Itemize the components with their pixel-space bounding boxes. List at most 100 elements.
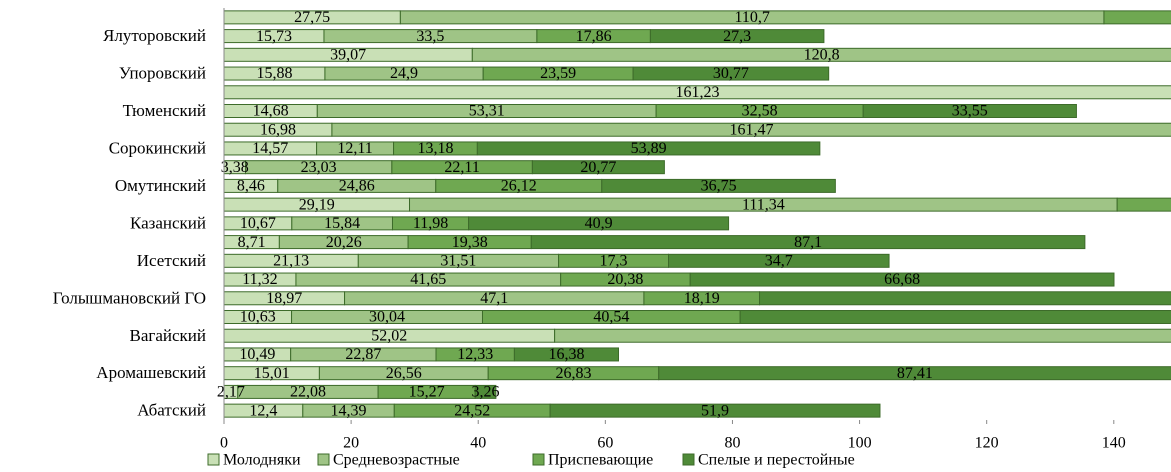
x-tick-label: 20 bbox=[343, 435, 359, 452]
data-label: 39,07 bbox=[330, 46, 366, 63]
data-label: 8,46 bbox=[237, 178, 265, 195]
data-label: 30,77 bbox=[713, 65, 749, 82]
data-label: 2,17 bbox=[217, 384, 245, 401]
legend-label: Молодняки bbox=[223, 452, 301, 469]
legend-swatch bbox=[682, 453, 695, 466]
y-tick-label: Сорокинский bbox=[109, 138, 206, 157]
y-tick-label: Тюменский bbox=[123, 101, 206, 120]
data-label: 3,38 bbox=[221, 159, 249, 176]
data-label: 36,75 bbox=[701, 178, 737, 195]
data-label: 10,49 bbox=[239, 346, 275, 363]
data-label: 15,73 bbox=[256, 28, 292, 45]
data-label: 40,9 bbox=[585, 215, 613, 232]
data-label: 53,31 bbox=[469, 103, 505, 120]
data-label: 21,13 bbox=[273, 252, 309, 269]
bar-segment bbox=[759, 291, 1171, 306]
data-label: 15,01 bbox=[254, 365, 290, 382]
data-label: 24,9 bbox=[390, 65, 418, 82]
data-label: 16,38 bbox=[548, 346, 584, 363]
data-label: 161,23 bbox=[676, 84, 720, 101]
data-label: 12,11 bbox=[337, 140, 372, 157]
data-label: 87,41 bbox=[897, 365, 933, 382]
data-label: 51,9 bbox=[701, 402, 729, 419]
data-label: 30,04 bbox=[369, 309, 405, 326]
bar-segment bbox=[649, 29, 825, 44]
y-tick-label: Вагайский bbox=[130, 326, 207, 345]
bar-segment bbox=[554, 328, 1171, 343]
x-tick-label: 100 bbox=[848, 435, 872, 452]
bar-segment bbox=[471, 47, 1171, 62]
legend-label: Приспевающие bbox=[548, 452, 653, 469]
data-label: 26,83 bbox=[555, 365, 591, 382]
data-label: 15,27 bbox=[409, 384, 445, 401]
bar-segment bbox=[668, 253, 890, 268]
data-label: 3,26 bbox=[472, 384, 500, 401]
data-label: 14,57 bbox=[252, 140, 288, 157]
bar-segment bbox=[513, 347, 619, 362]
bar-segment bbox=[331, 122, 1171, 137]
bar-segment bbox=[531, 160, 665, 175]
x-tick-label: 40 bbox=[470, 435, 486, 452]
data-label: 33,5 bbox=[416, 28, 444, 45]
bar-segment bbox=[474, 384, 497, 399]
legend-label: Средневозрастные bbox=[333, 452, 460, 469]
data-label: 110,7 bbox=[734, 9, 769, 26]
data-label: 24,52 bbox=[454, 402, 490, 419]
legend-swatch bbox=[317, 453, 330, 466]
data-label: 26,56 bbox=[386, 365, 422, 382]
data-label: 12,33 bbox=[457, 346, 493, 363]
data-label: 14,68 bbox=[253, 103, 289, 120]
bar-segment bbox=[862, 104, 1077, 118]
y-tick-label: Омутинский bbox=[115, 176, 206, 195]
data-label: 27,3 bbox=[723, 28, 751, 45]
data-label: 12,4 bbox=[249, 402, 277, 419]
data-label: 10,67 bbox=[240, 215, 276, 232]
legend-swatch bbox=[532, 453, 545, 466]
data-label: 24,86 bbox=[339, 178, 375, 195]
bar-segment bbox=[689, 272, 1115, 287]
data-label: 29,19 bbox=[299, 196, 335, 213]
bar-segment bbox=[549, 403, 881, 418]
data-label: 17,3 bbox=[600, 252, 628, 269]
bar-segment bbox=[1116, 197, 1171, 212]
y-tick-label: Упоровский bbox=[119, 64, 206, 83]
x-tick-label: 0 bbox=[220, 435, 228, 452]
data-label: 18,19 bbox=[684, 290, 720, 307]
bar-segment bbox=[632, 66, 830, 81]
data-label: 20,77 bbox=[580, 159, 616, 176]
data-label: 20,38 bbox=[607, 271, 643, 288]
data-label: 8,71 bbox=[238, 234, 266, 251]
data-label: 34,7 bbox=[765, 252, 793, 269]
y-tick-label: Аромашевский bbox=[96, 363, 206, 382]
data-label: 11,32 bbox=[242, 271, 277, 288]
data-label: 161,47 bbox=[729, 121, 773, 138]
bar-segment bbox=[476, 141, 821, 156]
data-label: 19,38 bbox=[452, 234, 488, 251]
legend-label: Спелые и перестойные bbox=[698, 452, 855, 469]
data-label: 40,54 bbox=[593, 309, 629, 326]
data-label: 33,55 bbox=[952, 103, 988, 120]
data-label: 41,65 bbox=[410, 271, 446, 288]
data-label: 16,98 bbox=[260, 121, 296, 138]
data-label: 66,68 bbox=[884, 271, 920, 288]
data-label: 47,1 bbox=[480, 290, 508, 307]
data-label: 14,39 bbox=[331, 402, 367, 419]
y-tick-label: Казанский bbox=[130, 213, 206, 232]
y-tick-label: Абатский bbox=[137, 401, 206, 420]
bar-segment bbox=[530, 235, 1086, 250]
bar-segment bbox=[224, 85, 1171, 100]
y-tick-label: Ялуторовский bbox=[103, 26, 206, 45]
data-label: 22,08 bbox=[290, 384, 326, 401]
data-label: 23,03 bbox=[301, 159, 337, 176]
x-tick-label: 140 bbox=[1102, 435, 1126, 452]
data-label: 111,34 bbox=[742, 196, 785, 213]
data-label: 15,88 bbox=[256, 65, 292, 82]
data-label: 32,58 bbox=[742, 103, 778, 120]
data-label: 53,89 bbox=[631, 140, 667, 157]
data-label: 13,18 bbox=[417, 140, 453, 157]
bar-segment bbox=[658, 366, 1171, 381]
x-tick-label: 120 bbox=[975, 435, 999, 452]
plot-area bbox=[224, 10, 1171, 418]
y-tick-label: Исетский bbox=[137, 251, 206, 270]
data-label: 17,86 bbox=[576, 28, 612, 45]
